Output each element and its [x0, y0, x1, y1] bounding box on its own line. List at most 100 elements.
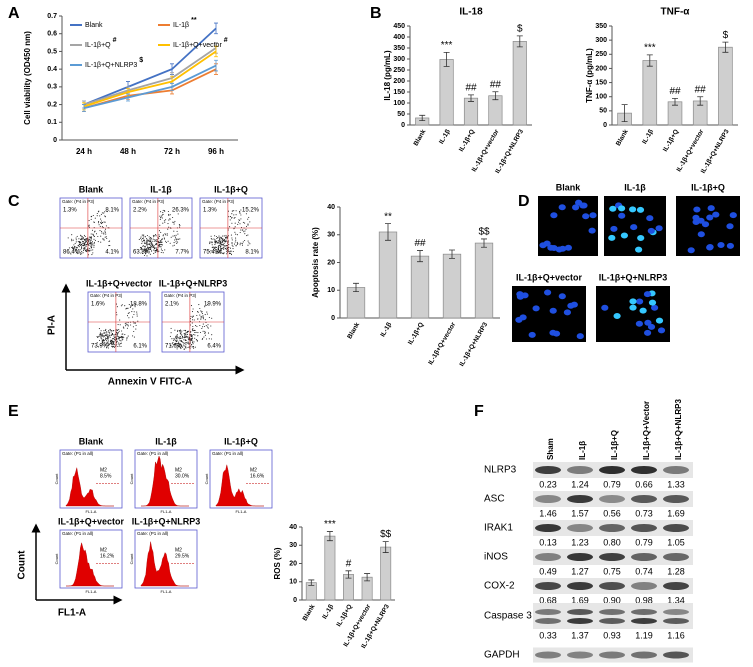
- dot: [161, 214, 163, 216]
- marker-label: M2: [100, 467, 107, 473]
- band: [663, 466, 689, 474]
- dot: [180, 331, 182, 334]
- dot: [240, 214, 242, 216]
- band-value: 1.19: [635, 630, 653, 640]
- dot: [158, 235, 161, 237]
- annotation: $$: [478, 227, 490, 238]
- nucleus: [655, 317, 664, 324]
- dot: [162, 209, 164, 211]
- error-bar: [364, 573, 371, 582]
- dot: [148, 248, 150, 250]
- legend-label: IL-1β+Q+vector: [173, 42, 222, 49]
- dot: [185, 333, 187, 336]
- dot: [245, 213, 247, 215]
- band: [631, 651, 657, 659]
- dot: [222, 235, 224, 237]
- dot: [77, 240, 79, 243]
- dot: [116, 335, 118, 337]
- dot: [93, 231, 96, 233]
- dot: [166, 234, 168, 236]
- dot: [149, 238, 151, 240]
- y-tick-label: 350: [393, 45, 405, 52]
- dot: [89, 247, 91, 250]
- band: [663, 582, 689, 590]
- dot: [95, 233, 98, 235]
- dot: [180, 333, 182, 335]
- dot: [107, 347, 109, 349]
- axis-label: Count: [17, 550, 28, 580]
- dot: [215, 246, 218, 249]
- dot: [168, 219, 170, 221]
- dot: [235, 237, 237, 239]
- dot: [219, 246, 221, 248]
- dot: [214, 246, 216, 248]
- quadrant-value: 86.4%: [63, 250, 81, 256]
- error-bar: [722, 41, 729, 53]
- dot: [101, 232, 103, 234]
- dot: [155, 250, 157, 252]
- dot: [134, 306, 136, 308]
- dot: [109, 240, 111, 242]
- band-value: 0.68: [539, 595, 557, 605]
- dot: [98, 224, 100, 226]
- band-value: 1.69: [667, 508, 685, 518]
- dot: [196, 325, 198, 327]
- dot: [88, 239, 90, 241]
- dot: [97, 211, 99, 213]
- dot: [82, 242, 84, 244]
- dot: [111, 340, 113, 342]
- dot: [245, 228, 247, 230]
- dot: [101, 226, 103, 228]
- dot: [193, 341, 195, 343]
- x-tick-label: IL-1β+Q+vector: [427, 321, 457, 366]
- dot: [153, 252, 155, 254]
- dot: [175, 335, 177, 337]
- dot: [150, 240, 152, 242]
- annotation: ##: [465, 83, 477, 94]
- dot: [177, 342, 180, 345]
- y-tick-label: 0: [293, 597, 297, 604]
- band: [599, 582, 625, 590]
- bar: [380, 546, 392, 601]
- error-bar: [82, 104, 86, 113]
- image-title: Blank: [556, 182, 582, 192]
- quadrant-value: 71.6%: [165, 344, 183, 350]
- dot: [194, 346, 196, 348]
- dot: [237, 223, 239, 225]
- dot: [158, 230, 161, 232]
- dot: [196, 314, 198, 317]
- dot: [217, 252, 219, 254]
- dot: [104, 231, 106, 233]
- dot: [177, 330, 179, 332]
- y-tick-label: 50: [397, 111, 405, 118]
- band: [567, 609, 593, 615]
- dot: [226, 237, 228, 239]
- dot: [148, 236, 150, 238]
- dot: [231, 242, 233, 244]
- nucleus: [550, 245, 558, 251]
- y-tick-label: 0.1: [47, 119, 57, 126]
- dot: [149, 236, 152, 239]
- dot: [204, 306, 206, 308]
- dot: [146, 234, 148, 237]
- nucleus: [528, 331, 536, 338]
- dot: [179, 338, 181, 340]
- dot: [122, 338, 124, 340]
- nucleus: [544, 289, 552, 296]
- dot: [96, 212, 98, 215]
- bar: [442, 253, 462, 319]
- dot: [91, 241, 94, 243]
- x-tick-label: IL-1β+Q+NLRP3: [700, 128, 731, 175]
- dot: [130, 324, 132, 326]
- dot: [117, 324, 119, 326]
- dot: [100, 222, 102, 224]
- dot: [153, 236, 155, 238]
- dot: [133, 330, 135, 333]
- dot: [136, 311, 138, 313]
- dot: [150, 243, 152, 245]
- dot: [235, 210, 237, 212]
- dot: [160, 217, 162, 219]
- dot: [80, 242, 82, 244]
- histogram: [66, 542, 114, 587]
- dot: [147, 239, 149, 241]
